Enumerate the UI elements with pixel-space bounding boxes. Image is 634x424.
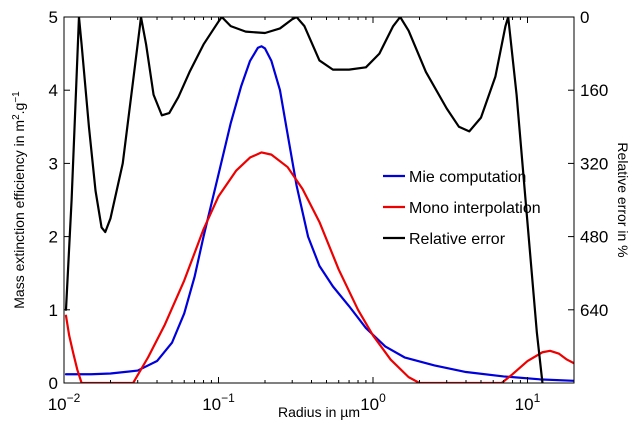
x-tick-label: 10−1 xyxy=(202,391,235,414)
y-axis-right-label: Relative error in % xyxy=(615,142,631,257)
y-left-tick-label: 0 xyxy=(49,374,58,393)
y-right-tick-label: 640 xyxy=(580,301,608,320)
legend-label-3: Relative error xyxy=(409,231,506,248)
y-axis-left-ticks: 0 1 2 3 4 5 xyxy=(49,8,70,393)
y-left-tick-label: 3 xyxy=(49,154,58,173)
series-line-2 xyxy=(64,151,574,383)
y-axis-left-label: Mass extinction efficiency in m2.g−1 xyxy=(11,91,28,309)
x-tick-label: 100 xyxy=(360,391,386,414)
legend-label-2: Mono interpolation xyxy=(409,200,541,217)
y-left-tick-label: 2 xyxy=(49,228,58,247)
x-tick-label: 10−2 xyxy=(48,391,81,414)
y-right-tick-label: 320 xyxy=(580,154,608,173)
y-left-tick-label: 1 xyxy=(49,301,58,320)
x-axis-label: Radius in µm xyxy=(278,404,360,420)
plot-frame xyxy=(63,16,575,384)
x-axis-ticks: 10−2 10−1 100 101 xyxy=(48,17,575,414)
y-right-tick-label: 480 xyxy=(580,228,608,247)
series-line-1 xyxy=(64,45,574,382)
legend: Mie computation Mono interpolation Relativ… xyxy=(383,169,541,248)
y-right-tick-label: 0 xyxy=(580,8,589,27)
y-axis-right-ticks: 0 160 320 480 640 xyxy=(568,8,608,320)
legend-label-1: Mie computation xyxy=(409,169,526,186)
series-line-3 xyxy=(64,17,544,383)
y-left-tick-label: 5 xyxy=(49,8,58,27)
plot-lines xyxy=(64,17,574,383)
x-tick-label: 101 xyxy=(515,391,541,414)
y-left-tick-label: 4 xyxy=(49,81,58,100)
y-right-tick-label: 160 xyxy=(580,81,608,100)
